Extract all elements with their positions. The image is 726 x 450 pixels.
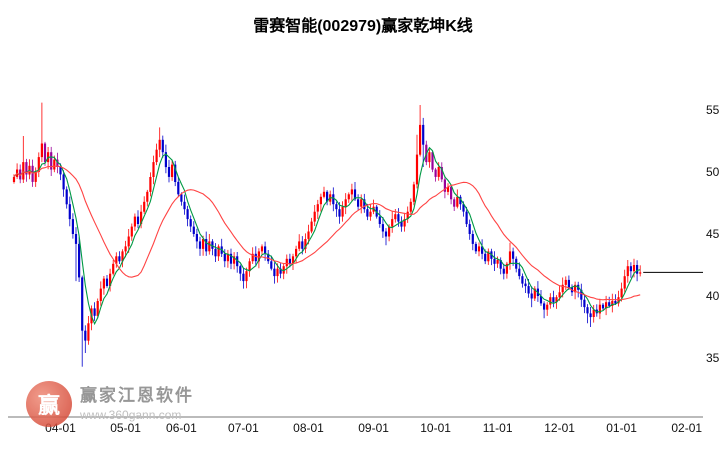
- ma-line-slow-red: [13, 165, 641, 301]
- y-axis-tick-label: 45: [706, 227, 720, 241]
- y-axis-tick-label: 55: [706, 103, 720, 117]
- brand-logo-icon: 赢: [26, 381, 72, 427]
- x-axis-tick-label: 11-01: [483, 421, 513, 435]
- watermark-url: www.360gann.com: [80, 408, 182, 422]
- brand-logo-glyph: 赢: [37, 393, 60, 418]
- x-axis-tick-label: 12-01: [544, 421, 575, 435]
- watermark-brand: 赢家江恩软件: [80, 386, 194, 405]
- watermark: 赢 赢家江恩软件 www.360gann.com: [26, 381, 194, 427]
- y-axis-tick-label: 40: [706, 289, 720, 303]
- y-axis-tick-label: 50: [706, 165, 720, 179]
- x-axis-tick-label: 07-01: [228, 421, 259, 435]
- x-axis-tick-label: 05-01: [110, 421, 141, 435]
- y-axis-tick-label: 35: [706, 351, 720, 365]
- x-axis-tick-label: 09-01: [358, 421, 389, 435]
- x-axis-tick-label: 10-01: [420, 421, 451, 435]
- x-axis-tick-label: 01-01: [606, 421, 637, 435]
- page-title: 雷赛智能(002979)赢家乾坤K线: [253, 18, 473, 35]
- x-axis-tick-label: 06-01: [166, 421, 197, 435]
- candlestick-series: [12, 102, 642, 367]
- watermark-text: 赢家江恩软件 www.360gann.com: [80, 381, 194, 423]
- x-axis-tick-label: 08-01: [293, 421, 324, 435]
- x-axis-tick-label: 02-01: [671, 421, 702, 435]
- ma-line-fast-green: [13, 146, 641, 326]
